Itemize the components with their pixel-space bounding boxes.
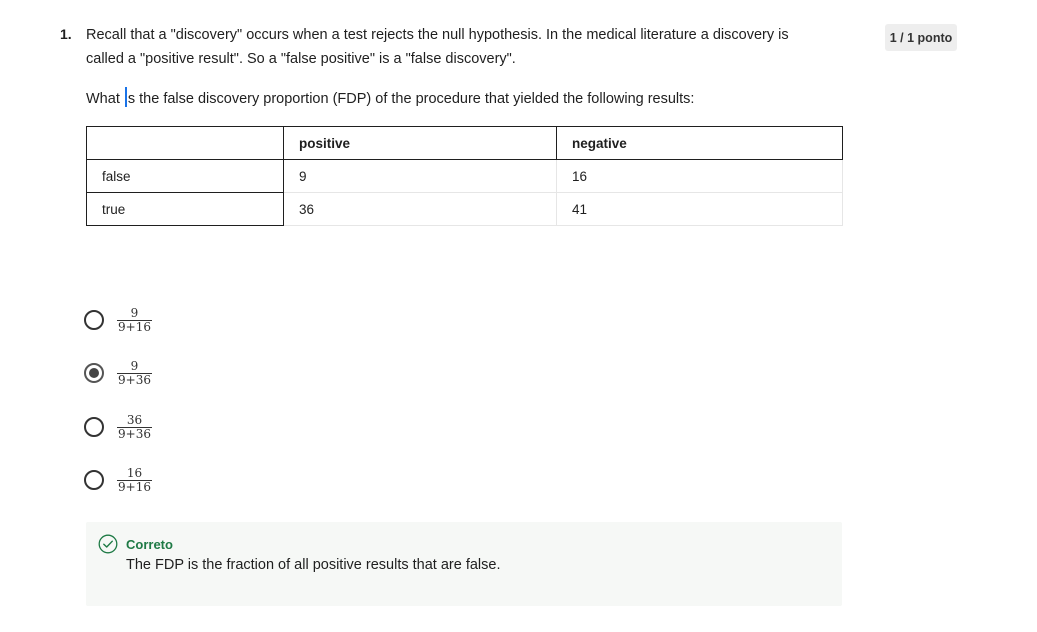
feedback-message: The FDP is the fraction of all positive … [126, 557, 501, 573]
table-row-label: true [86, 192, 284, 226]
table-cell: 41 [556, 192, 843, 226]
table-row-label: false [86, 159, 284, 193]
results-table: positive negative false 9 16 true 36 41 [86, 126, 843, 226]
fraction-numerator: 16 [126, 465, 143, 480]
answer-option[interactable]: 9 9+16 [84, 300, 284, 340]
table-cell: 16 [556, 159, 843, 193]
question-text: Recall that a "discovery" occurs when a … [86, 27, 789, 67]
fraction: 9 9+16 [117, 305, 152, 334]
table-header-cell: positive [283, 126, 557, 160]
fraction: 9 9+36 [117, 358, 152, 387]
table-row: false 9 16 [86, 159, 843, 193]
answer-option[interactable]: 9 9+36 [84, 353, 284, 393]
question-prompt: What s the false discovery proportion (F… [86, 87, 826, 111]
fraction: 16 9+16 [117, 465, 152, 494]
fraction-numerator: 9 [130, 305, 139, 320]
radio-button[interactable] [84, 363, 104, 383]
table-header-cell: negative [556, 126, 843, 160]
radio-button[interactable] [84, 310, 104, 330]
radio-button[interactable] [84, 470, 104, 490]
fraction: 36 9+36 [117, 412, 152, 441]
question-number: 1. [60, 26, 72, 42]
table-cell: 9 [283, 159, 557, 193]
radio-button[interactable] [84, 417, 104, 437]
fraction-denominator: 9+36 [117, 372, 152, 387]
check-circle-icon [98, 534, 118, 554]
feedback-status: Correto [126, 537, 173, 552]
prompt-text-end: s the false discovery proportion (FDP) o… [127, 91, 695, 107]
answer-option[interactable]: 36 9+36 [84, 407, 284, 447]
fraction-numerator: 36 [126, 412, 143, 427]
table-header-cell [86, 126, 284, 160]
fraction-denominator: 9+16 [117, 319, 152, 334]
feedback-panel: Correto The FDP is the fraction of all p… [86, 522, 842, 606]
fraction-denominator: 9+16 [117, 479, 152, 494]
table-header-row: positive negative [86, 126, 843, 160]
answer-option[interactable]: 16 9+16 [84, 460, 284, 500]
prompt-text-start: What [86, 91, 124, 107]
score-badge: 1 / 1 ponto [885, 24, 957, 51]
fraction-numerator: 9 [130, 358, 139, 373]
table-cell: 36 [283, 192, 557, 226]
fraction-denominator: 9+36 [117, 426, 152, 441]
table-row: true 36 41 [86, 192, 843, 226]
text-cursor [124, 87, 127, 107]
